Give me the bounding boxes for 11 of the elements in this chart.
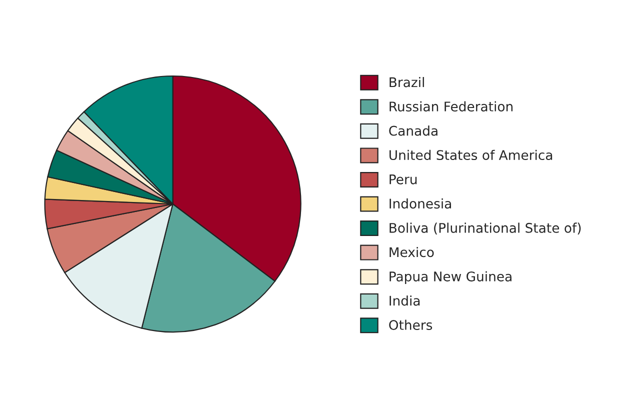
legend-label: Mexico (390, 246, 434, 258)
legend-label: Others (389, 320, 432, 330)
legend-label: United States of America (390, 150, 552, 160)
legend-label: Indonesia (390, 198, 451, 209)
legend-label: Boliva (Plurinational State of) (390, 222, 581, 234)
legend-label: Brazil (390, 77, 424, 88)
legend-label: Peru (390, 174, 417, 184)
legend-label: India (390, 296, 420, 306)
legend-label: Canada (389, 126, 438, 136)
legend-label: Russian Federation (390, 101, 513, 112)
legend-label: Papua New Guinea (390, 271, 512, 284)
